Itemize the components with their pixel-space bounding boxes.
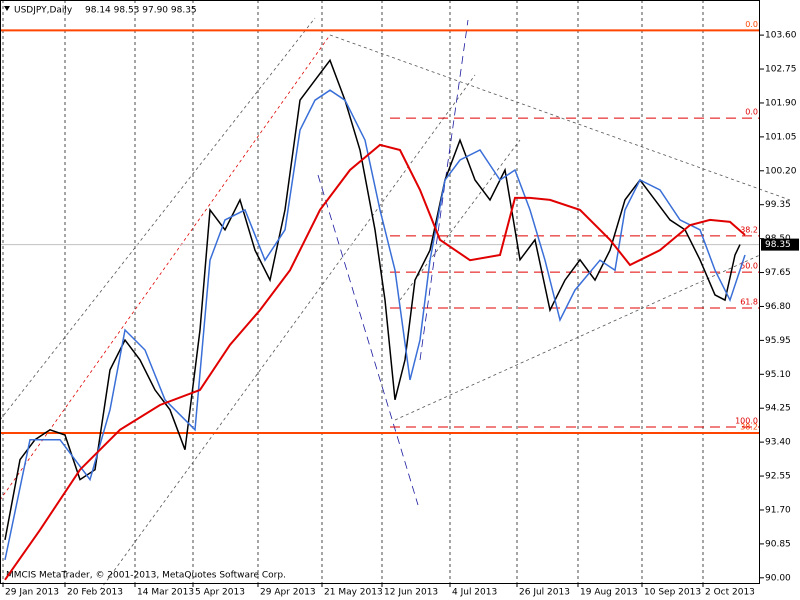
x-tick-label: 4 Jul 2013 [452, 588, 497, 598]
fan-line [317, 174, 419, 506]
y-tick-label: 101.05 [765, 132, 797, 142]
copyright: MMCIS MetaTrader, © 2001-2013, MetaQuote… [6, 571, 286, 581]
x-tick-label: 29 Apr 2013 [260, 588, 316, 598]
level-label: 38.2 [740, 225, 758, 234]
price-tag-label: 98.35 [765, 240, 791, 250]
y-tick-label: 91.70 [765, 505, 791, 515]
y-tick-label: 95.95 [765, 336, 791, 346]
y-tick-label: 102.75 [765, 65, 797, 75]
level-label: 100.0 [735, 416, 758, 425]
x-tick-label: 10 Sep 2013 [644, 588, 701, 598]
y-tick-label: 93.40 [765, 438, 791, 448]
channel-line [0, 34, 331, 501]
level-label: 50.0 [740, 262, 758, 271]
plot-frame [0, 0, 760, 584]
y-tick-label: 94.25 [765, 404, 791, 414]
x-tick-label: 5 Apr 2013 [195, 588, 245, 598]
x-tick-label: 21 May 2013 [324, 588, 383, 598]
chart-subtitle: 98.14 98.53 97.90 98.35 [85, 6, 197, 16]
trend-lines [0, 17, 791, 591]
price-line [4, 143, 746, 581]
y-tick-label: 96.80 [765, 302, 791, 312]
level-label: 0.0 [745, 108, 758, 117]
y-tick-label: 90.85 [765, 539, 791, 549]
y-tick-label: 92.55 [765, 472, 791, 482]
chart-title: USDJPY,Daily [14, 6, 73, 16]
x-tick-label: 29 Jan 2013 [5, 588, 59, 598]
x-tick-label: 14 Mar 2013 [137, 588, 194, 598]
x-tick-label: 19 Aug 2013 [580, 588, 638, 598]
y-tick-label: 100.20 [765, 166, 797, 176]
y-tick-label: 97.65 [765, 268, 791, 278]
y-tick-label: 99.35 [765, 200, 791, 210]
y-tick-label: 103.60 [765, 31, 797, 41]
price-line [4, 89, 746, 561]
level-label: 61.8 [740, 298, 758, 307]
x-tick-label: 2 Oct 2013 [705, 588, 755, 598]
menu-arrow[interactable] [4, 6, 10, 11]
y-tick-label: 101.90 [765, 98, 797, 108]
x-tick-label: 12 Jun 2013 [384, 588, 438, 598]
fan-line [419, 19, 469, 361]
x-tick-label: 20 Feb 2013 [67, 588, 123, 598]
channel-line [0, 17, 316, 421]
y-tick-label: 90.00 [765, 573, 791, 583]
channel-line [99, 74, 476, 591]
price-tag [761, 238, 799, 251]
level-label: 0.0 [745, 20, 758, 29]
y-tick-label: 95.10 [765, 370, 791, 380]
x-tick-label: 26 Jul 2013 [519, 588, 570, 598]
trend-line [394, 254, 761, 421]
price-line [4, 58, 741, 541]
